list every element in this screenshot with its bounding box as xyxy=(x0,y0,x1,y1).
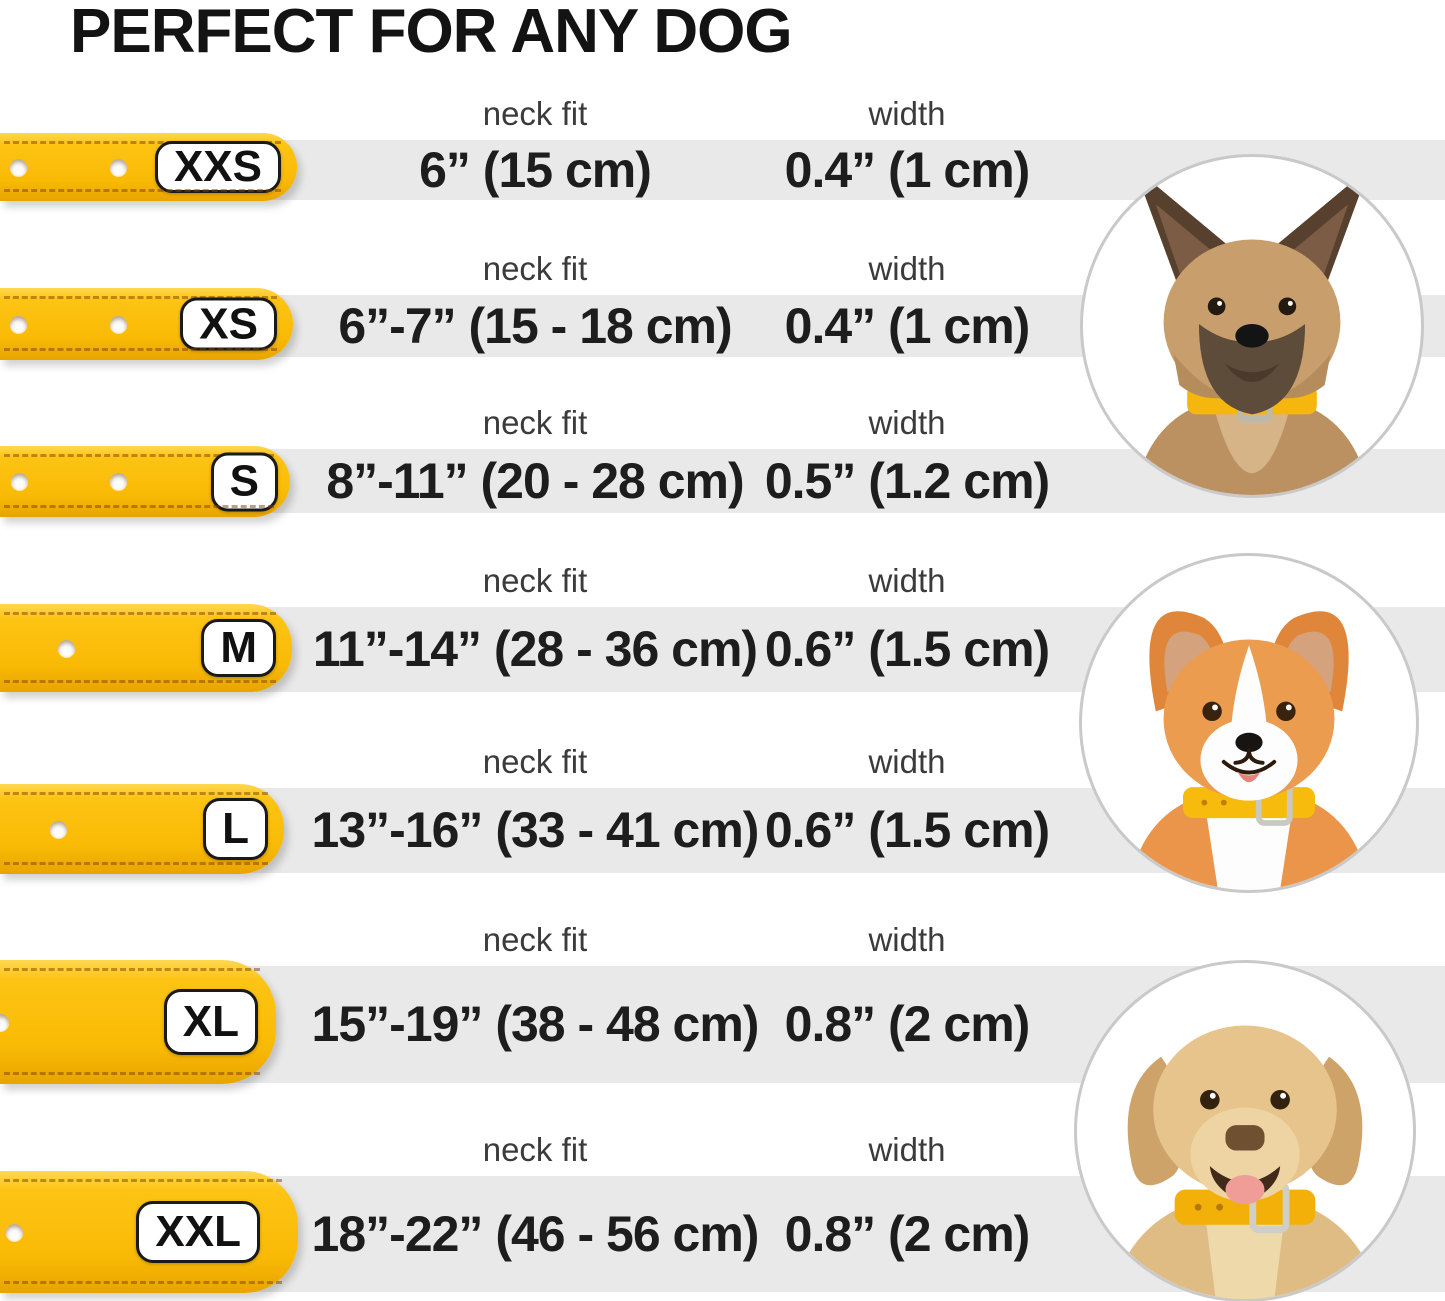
page-title: PERFECT FOR ANY DOG xyxy=(70,0,793,66)
width-value: 0.4” (1 cm) xyxy=(784,298,1031,354)
size-badge: XL xyxy=(163,989,258,1055)
neck-fit-header: neck fit xyxy=(482,1131,588,1168)
width-value: 0.6” (1.5 cm) xyxy=(764,621,1050,677)
width-header: width xyxy=(868,95,946,132)
size-badge: XXS xyxy=(154,141,281,193)
neck-fit-header: neck fit xyxy=(482,250,588,287)
dog-photo-terrier xyxy=(1080,154,1424,498)
collar-strap: S xyxy=(0,446,290,517)
neck-fit-header: neck fit xyxy=(482,562,588,599)
collar-strap: XL xyxy=(0,960,276,1084)
size-badge: L xyxy=(203,798,268,860)
collar-hole xyxy=(0,1013,9,1031)
collar-hole xyxy=(10,315,27,333)
collar-hole xyxy=(58,639,75,657)
dog-photo-corgi xyxy=(1079,553,1419,893)
width-value: 0.4” (1 cm) xyxy=(784,142,1031,198)
collar-hole xyxy=(110,315,127,333)
size-badge: XXL xyxy=(136,1201,260,1263)
neck-fit-header: neck fit xyxy=(482,95,588,132)
collar-hole xyxy=(11,473,28,490)
width-header: width xyxy=(868,743,946,780)
collar-hole xyxy=(110,158,127,176)
neck-fit-value: 8”-11” (20 - 28 cm) xyxy=(326,453,744,509)
collar-hole xyxy=(110,473,127,490)
collar-hole xyxy=(50,820,67,838)
width-header: width xyxy=(868,562,946,599)
neck-fit-value: 15”-19” (38 - 48 cm) xyxy=(311,996,760,1052)
collar-hole xyxy=(6,1223,23,1241)
collar-strap: XXL xyxy=(0,1171,298,1293)
width-value: 0.8” (2 cm) xyxy=(784,1206,1031,1262)
dog-photo-labrador xyxy=(1074,960,1416,1301)
collar-strap: XXS xyxy=(0,133,297,201)
width-header: width xyxy=(868,250,946,287)
size-badge: XS xyxy=(180,297,277,351)
neck-fit-header: neck fit xyxy=(482,404,588,441)
collar-strap: XS xyxy=(0,288,293,360)
collar-hole xyxy=(10,158,27,176)
width-header: width xyxy=(868,921,946,958)
neck-fit-header: neck fit xyxy=(482,743,588,780)
width-value: 0.6” (1.5 cm) xyxy=(764,802,1050,858)
collar-strap: L xyxy=(0,784,284,874)
collar-strap: M xyxy=(0,604,292,692)
width-value: 0.8” (2 cm) xyxy=(784,996,1031,1052)
terrier-dog-illustration xyxy=(1134,176,1370,495)
neck-fit-value: 6” (15 cm) xyxy=(419,142,652,198)
width-value: 0.5” (1.2 cm) xyxy=(764,453,1050,509)
labrador-dog-illustration xyxy=(1110,1025,1380,1299)
collar-graphic xyxy=(1174,1181,1316,1234)
neck-fit-header: neck fit xyxy=(482,921,588,958)
neck-fit-value: 6”-7” (15 - 18 cm) xyxy=(338,298,732,354)
size-badge: S xyxy=(210,452,278,511)
corgi-dog-illustration xyxy=(1128,611,1370,890)
neck-fit-value: 18”-22” (46 - 56 cm) xyxy=(311,1206,760,1262)
neck-fit-value: 13”-16” (33 - 41 cm) xyxy=(311,802,760,858)
size-badge: M xyxy=(201,619,276,677)
width-header: width xyxy=(868,404,946,441)
neck-fit-value: 11”-14” (28 - 36 cm) xyxy=(312,621,758,677)
width-header: width xyxy=(868,1131,946,1168)
